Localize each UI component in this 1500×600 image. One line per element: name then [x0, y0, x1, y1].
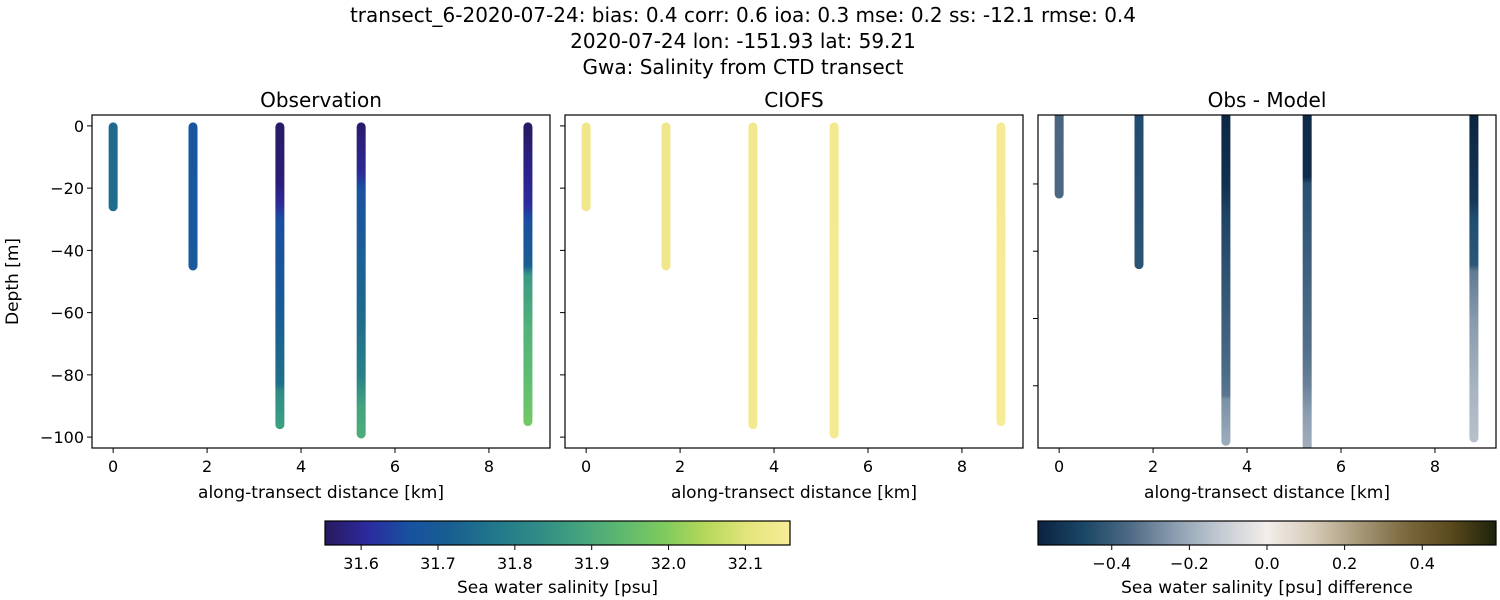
panel-title: Obs - Model [1208, 88, 1327, 112]
profile-column [356, 122, 366, 439]
profile-column [581, 122, 591, 212]
colorbar-gradient [324, 520, 791, 546]
x-tick-label: 8 [484, 457, 494, 476]
figure-title-line-3: Gwa: Salinity from CTD transect [582, 55, 904, 79]
axes-frame [564, 114, 1024, 449]
profile-column [275, 122, 285, 430]
y-axis-label: Depth [m] [3, 238, 23, 325]
x-axis-label: along-transect distance [km] [1144, 483, 1390, 503]
axes-frame [1037, 114, 1497, 449]
x-tick-label: 2 [202, 457, 212, 476]
profile-column [108, 122, 118, 212]
y-tick-label: 0 [74, 117, 84, 136]
profile-column [188, 122, 198, 271]
x-tick-label: 2 [675, 457, 685, 476]
colorbar-gradient [1037, 520, 1497, 546]
x-tick-label: 0 [581, 457, 591, 476]
profile-column [1054, 115, 1064, 199]
plot-obs-minus-model: Obs - Model 0 2 4 6 8 along-transect distance … [1033, 88, 1497, 503]
figure-title-line-1: transect_6-2020-07-24: bias: 0.4 corr: 0… [349, 3, 1137, 27]
profile-column [1134, 115, 1144, 270]
y-tick-label: −100 [40, 428, 84, 447]
colorbar-tick-label: 31.7 [420, 554, 456, 573]
profile-column [748, 122, 758, 430]
x-tick-label: 4 [296, 457, 306, 476]
profile-column [1302, 115, 1312, 448]
colorbar-label: Sea water salinity [psu] difference [1121, 578, 1413, 598]
x-axis-label: along-transect distance [km] [671, 483, 917, 503]
data-points [581, 122, 1006, 439]
colorbar-tick-label: −0.4 [1092, 554, 1131, 573]
panel-title: Observation [260, 88, 382, 112]
profile-column [1469, 115, 1479, 443]
x-tick-label: 8 [957, 457, 967, 476]
y-tick-label: −60 [50, 304, 84, 323]
x-tick-label: 0 [1054, 457, 1064, 476]
colorbar-tick-label: 32.1 [728, 554, 764, 573]
colorbar-tick-label: 0.2 [1332, 554, 1357, 573]
plot-ciofs: CIOFS 0 2 4 6 8 along-transect distance [km] [560, 88, 1024, 503]
y-tick-label: −80 [50, 366, 84, 385]
profile-column [523, 122, 533, 427]
profile-column [996, 122, 1006, 427]
colorbar-tick-label: 0.4 [1410, 554, 1435, 573]
x-tick-label: 2 [1148, 457, 1158, 476]
x-tick-label: 6 [1336, 457, 1346, 476]
colorbar-tick-label: 31.8 [497, 554, 533, 573]
colorbar-tick-label: 0.0 [1254, 554, 1279, 573]
x-tick-label: 6 [390, 457, 400, 476]
data-points [108, 122, 533, 439]
profile-column [661, 122, 671, 271]
colorbar-tick-label: 31.9 [574, 554, 610, 573]
colorbar-label: Sea water salinity [psu] [457, 578, 658, 598]
x-tick-label: 4 [1242, 457, 1252, 476]
x-tick-label: 4 [769, 457, 779, 476]
profile-column [1221, 115, 1231, 446]
y-tick-label: −40 [50, 241, 84, 260]
colorbar-tick-label: 32.0 [651, 554, 687, 573]
y-tick-label: −20 [50, 179, 84, 198]
figure-title-line-2: 2020-07-24 lon: -151.93 lat: 59.21 [570, 29, 916, 53]
data-points [1054, 115, 1479, 448]
colorbar-tick-label: −0.2 [1170, 554, 1209, 573]
x-tick-label: 6 [863, 457, 873, 476]
x-tick-label: 0 [108, 457, 118, 476]
profile-column [829, 122, 839, 439]
panel-title: CIOFS [764, 88, 823, 112]
colorbar-salinity: 31.6 31.7 31.8 31.9 32.0 32.1 Sea water salini… [324, 520, 791, 598]
x-axis-label: along-transect distance [km] [198, 483, 444, 503]
x-tick-label: 8 [1430, 457, 1440, 476]
colorbar-tick-label: 31.6 [343, 554, 379, 573]
axes-frame [91, 114, 551, 449]
plot-observation: Observation 0 2 4 6 8 0 −20 −40 −60 −80 −100 along-t… [3, 88, 551, 503]
colorbar-difference: −0.4 −0.2 0.0 0.2 0.4 Sea water salinity [psu… [1037, 520, 1497, 598]
